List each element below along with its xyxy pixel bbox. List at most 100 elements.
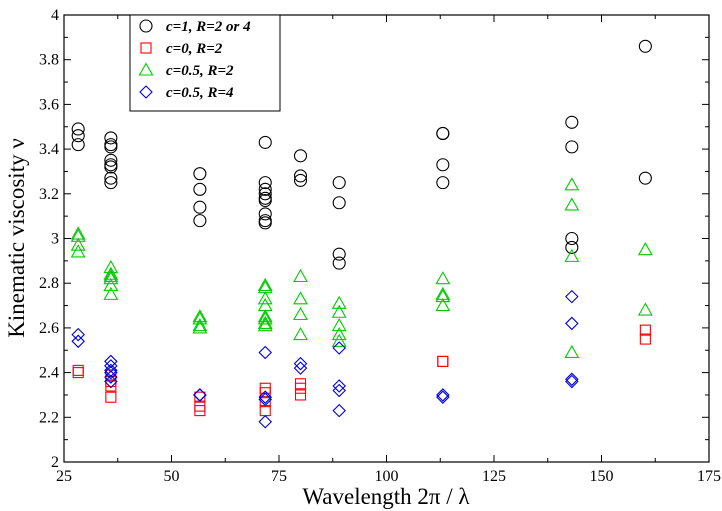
data-point bbox=[194, 405, 206, 417]
data-point bbox=[258, 187, 272, 201]
data-point bbox=[104, 171, 118, 185]
y-tick-label: 2.4 bbox=[39, 365, 59, 382]
data-point bbox=[192, 318, 208, 332]
data-point bbox=[437, 355, 449, 367]
data-point bbox=[331, 295, 347, 309]
y-tick-label: 3.2 bbox=[39, 186, 59, 203]
data-point bbox=[331, 333, 347, 347]
data-point bbox=[332, 247, 346, 261]
data-point bbox=[194, 391, 206, 403]
legend-box bbox=[129, 14, 281, 112]
x-tick-label: 150 bbox=[590, 468, 614, 485]
x-tick-label: 100 bbox=[375, 468, 399, 485]
data-point bbox=[293, 291, 308, 305]
data-point bbox=[70, 228, 86, 242]
data-point bbox=[193, 388, 207, 402]
data-point bbox=[104, 176, 118, 190]
data-point bbox=[104, 365, 118, 380]
data-point bbox=[104, 140, 118, 154]
data-point bbox=[105, 380, 117, 392]
data-point bbox=[104, 374, 118, 389]
y-tick-label: 3.6 bbox=[39, 96, 59, 113]
data-point bbox=[192, 311, 208, 325]
data-point bbox=[293, 149, 308, 163]
data-point bbox=[193, 214, 207, 228]
data-point bbox=[71, 129, 85, 143]
data-point bbox=[104, 359, 118, 373]
data-point bbox=[293, 169, 308, 183]
y-tick-label: 4 bbox=[51, 7, 59, 24]
data-point bbox=[103, 268, 119, 283]
data-point bbox=[332, 379, 346, 393]
data-point bbox=[257, 318, 273, 332]
data-point bbox=[436, 176, 450, 190]
data-point bbox=[331, 326, 347, 341]
data-point bbox=[104, 131, 118, 145]
series-circle bbox=[71, 39, 652, 270]
series-square bbox=[72, 324, 651, 417]
data-point bbox=[193, 182, 207, 196]
legend-label: c=0.5, R=4 bbox=[166, 85, 234, 101]
legend-marker bbox=[139, 19, 153, 33]
data-point bbox=[258, 193, 272, 208]
data-point bbox=[293, 173, 308, 187]
data-point bbox=[257, 315, 273, 329]
data-point bbox=[565, 115, 579, 129]
data-point bbox=[436, 388, 450, 402]
data-point bbox=[71, 122, 85, 136]
data-point bbox=[105, 391, 117, 403]
data-point bbox=[565, 372, 579, 387]
data-point bbox=[72, 364, 84, 376]
data-point bbox=[258, 182, 272, 196]
data-point bbox=[637, 302, 653, 316]
data-point bbox=[564, 197, 580, 211]
data-point bbox=[293, 268, 308, 283]
legend-marker bbox=[138, 62, 154, 76]
data-point bbox=[436, 126, 450, 141]
data-point bbox=[103, 286, 119, 300]
y-tick-label: 2.8 bbox=[39, 275, 59, 292]
data-point bbox=[332, 341, 346, 355]
y-tick-label: 3.8 bbox=[39, 52, 59, 69]
data-point bbox=[71, 138, 85, 152]
data-point bbox=[331, 318, 347, 332]
data-point bbox=[258, 414, 273, 429]
x-tick-label: 125 bbox=[482, 468, 506, 485]
data-point bbox=[565, 140, 579, 154]
data-point bbox=[435, 271, 451, 285]
data-point bbox=[435, 297, 451, 312]
legend: c=1, R=2 or 4 c=0, R=2 c=0.5, R=2 c=0.5, R=… bbox=[129, 14, 281, 112]
legend-marker bbox=[140, 42, 152, 54]
data-point bbox=[257, 291, 273, 305]
axis-ticks: 25 50 75 100 125 150 175 2 2.2 2.4 2.6 2.8 3 3.2 3.4 3.… bbox=[39, 7, 721, 485]
data-point bbox=[564, 177, 580, 191]
data-point bbox=[258, 135, 272, 149]
data-point bbox=[638, 39, 652, 53]
data-point bbox=[332, 196, 346, 210]
x-axis-title: Wavelength 2π / λ bbox=[302, 484, 470, 509]
data-point bbox=[193, 167, 207, 181]
data-point bbox=[259, 396, 271, 408]
legend-marker bbox=[139, 85, 153, 99]
y-tick-label: 2 bbox=[51, 454, 59, 471]
data-point bbox=[103, 277, 119, 291]
y-tick-label: 2.6 bbox=[39, 320, 59, 337]
data-point bbox=[564, 344, 580, 359]
data-point bbox=[71, 327, 85, 342]
data-point bbox=[332, 403, 346, 418]
data-point bbox=[105, 369, 117, 381]
x-tick-label: 75 bbox=[271, 468, 287, 485]
data-point bbox=[435, 288, 451, 303]
x-tick-label: 25 bbox=[56, 468, 72, 485]
x-tick-label: 175 bbox=[697, 468, 721, 485]
data-point bbox=[293, 356, 308, 371]
data-point bbox=[294, 389, 307, 401]
y-tick-label: 3 bbox=[51, 231, 59, 248]
data-point bbox=[332, 176, 346, 190]
legend-label: c=0.5, R=2 bbox=[166, 63, 234, 79]
data-point bbox=[565, 289, 579, 304]
data-point bbox=[259, 387, 271, 399]
data-point bbox=[565, 231, 579, 246]
data-point bbox=[293, 306, 308, 321]
